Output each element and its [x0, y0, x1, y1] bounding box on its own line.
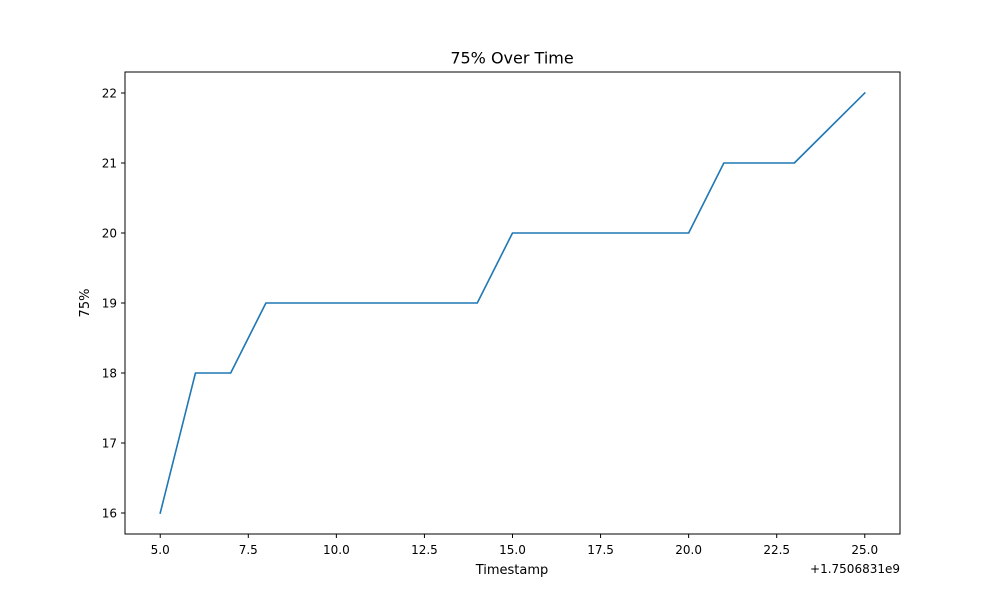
- x-tick-label: 20.0: [675, 543, 702, 557]
- series-line: [159, 91, 866, 514]
- x-axis-offset-label: +1.7506831e9: [810, 562, 900, 576]
- x-axis: 5.0 7.5 10.0 12.5 15.0 17.5 20.0 22.5 25.0: [151, 534, 878, 557]
- y-tick-label: 20: [102, 227, 117, 241]
- y-axis: 16 17 18 19 20 21 22: [102, 87, 125, 521]
- y-tick-label: 19: [102, 297, 117, 311]
- x-axis-label: Timestamp: [475, 563, 549, 578]
- x-tick-label: 12.5: [411, 543, 438, 557]
- y-tick-label: 22: [102, 87, 117, 101]
- x-tick-label: 5.0: [151, 543, 170, 557]
- y-tick-label: 17: [102, 437, 117, 451]
- plot-area: [125, 72, 900, 534]
- y-tick-label: 21: [102, 157, 117, 171]
- series-layer: [159, 91, 866, 514]
- x-tick-label: 10.0: [323, 543, 350, 557]
- x-tick-label: 25.0: [851, 543, 878, 557]
- y-tick-label: 16: [102, 507, 117, 521]
- chart-title: 75% Over Time: [450, 49, 573, 68]
- x-tick-label: 22.5: [763, 543, 790, 557]
- x-tick-label: 17.5: [587, 543, 614, 557]
- y-axis-label: 75%: [78, 289, 93, 318]
- y-tick-label: 18: [102, 367, 117, 381]
- x-tick-label: 15.0: [499, 543, 526, 557]
- plot-frame: [124, 71, 901, 535]
- x-tick-label: 7.5: [239, 543, 258, 557]
